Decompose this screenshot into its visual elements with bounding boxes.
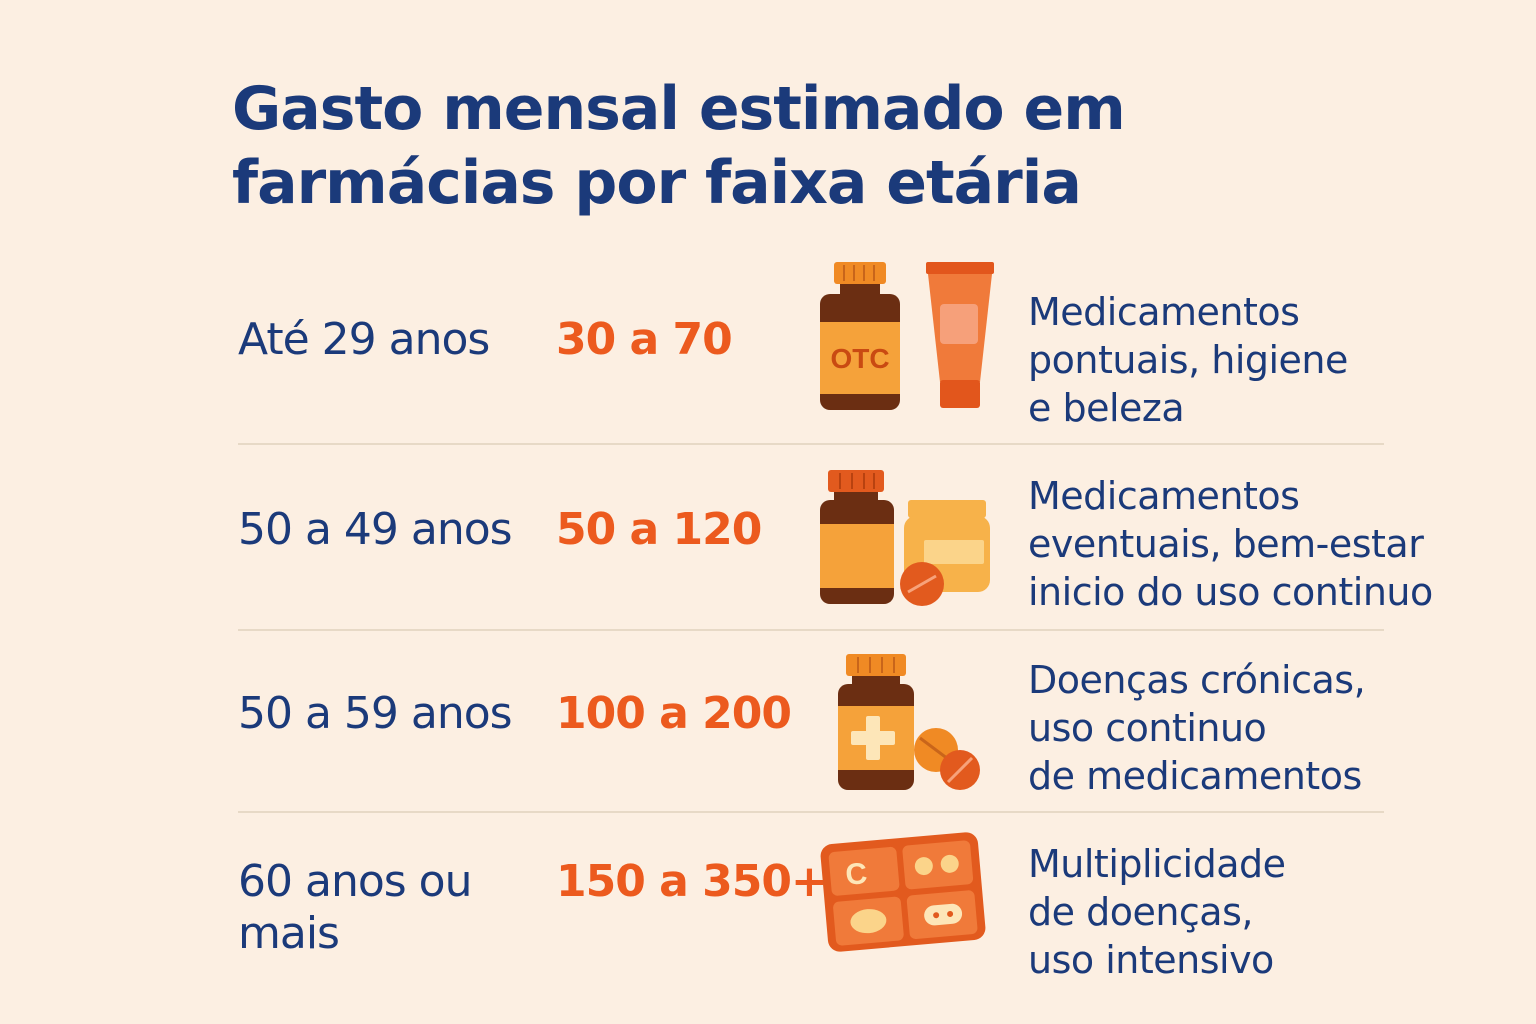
row-divider [238,443,1384,445]
otc-label: OTC [830,343,889,374]
row-divider [238,629,1384,631]
tablets-icon [914,728,980,790]
description: Medicamentos pontuais, higiene e beleza [1028,290,1348,430]
organizer-letter: C [844,857,868,892]
tablet-icon [900,562,944,606]
spend-value: 100 a 200 [556,688,792,739]
spend-value: 30 a 70 [556,314,733,365]
page-title: Gasto mensal estimado em farmácias por f… [232,74,1126,218]
medicine-bottle-cross-icon [838,654,914,790]
description: Doenças crónicas, uso continuo de medica… [1028,658,1366,798]
pill-organizer-icon: C [820,832,986,952]
description: Multiplicidade de doenças, uso intensivo [1028,842,1286,982]
pill-bottle-icon [820,470,894,604]
otc-bottle-icon: OTC [820,262,900,410]
cream-tube-icon [926,262,994,408]
age-label: Até 29 anos [238,314,490,365]
description: Medicamentos eventuais, bem-estar inicio… [1028,474,1433,614]
spend-value: 150 a 350+ [556,856,828,907]
age-label: 50 a 49 anos [238,504,513,555]
row-divider [238,811,1384,813]
spend-value: 50 a 120 [556,504,762,555]
age-label: 50 a 59 anos [238,688,513,739]
age-label: 60 anos ou mais [238,856,472,959]
